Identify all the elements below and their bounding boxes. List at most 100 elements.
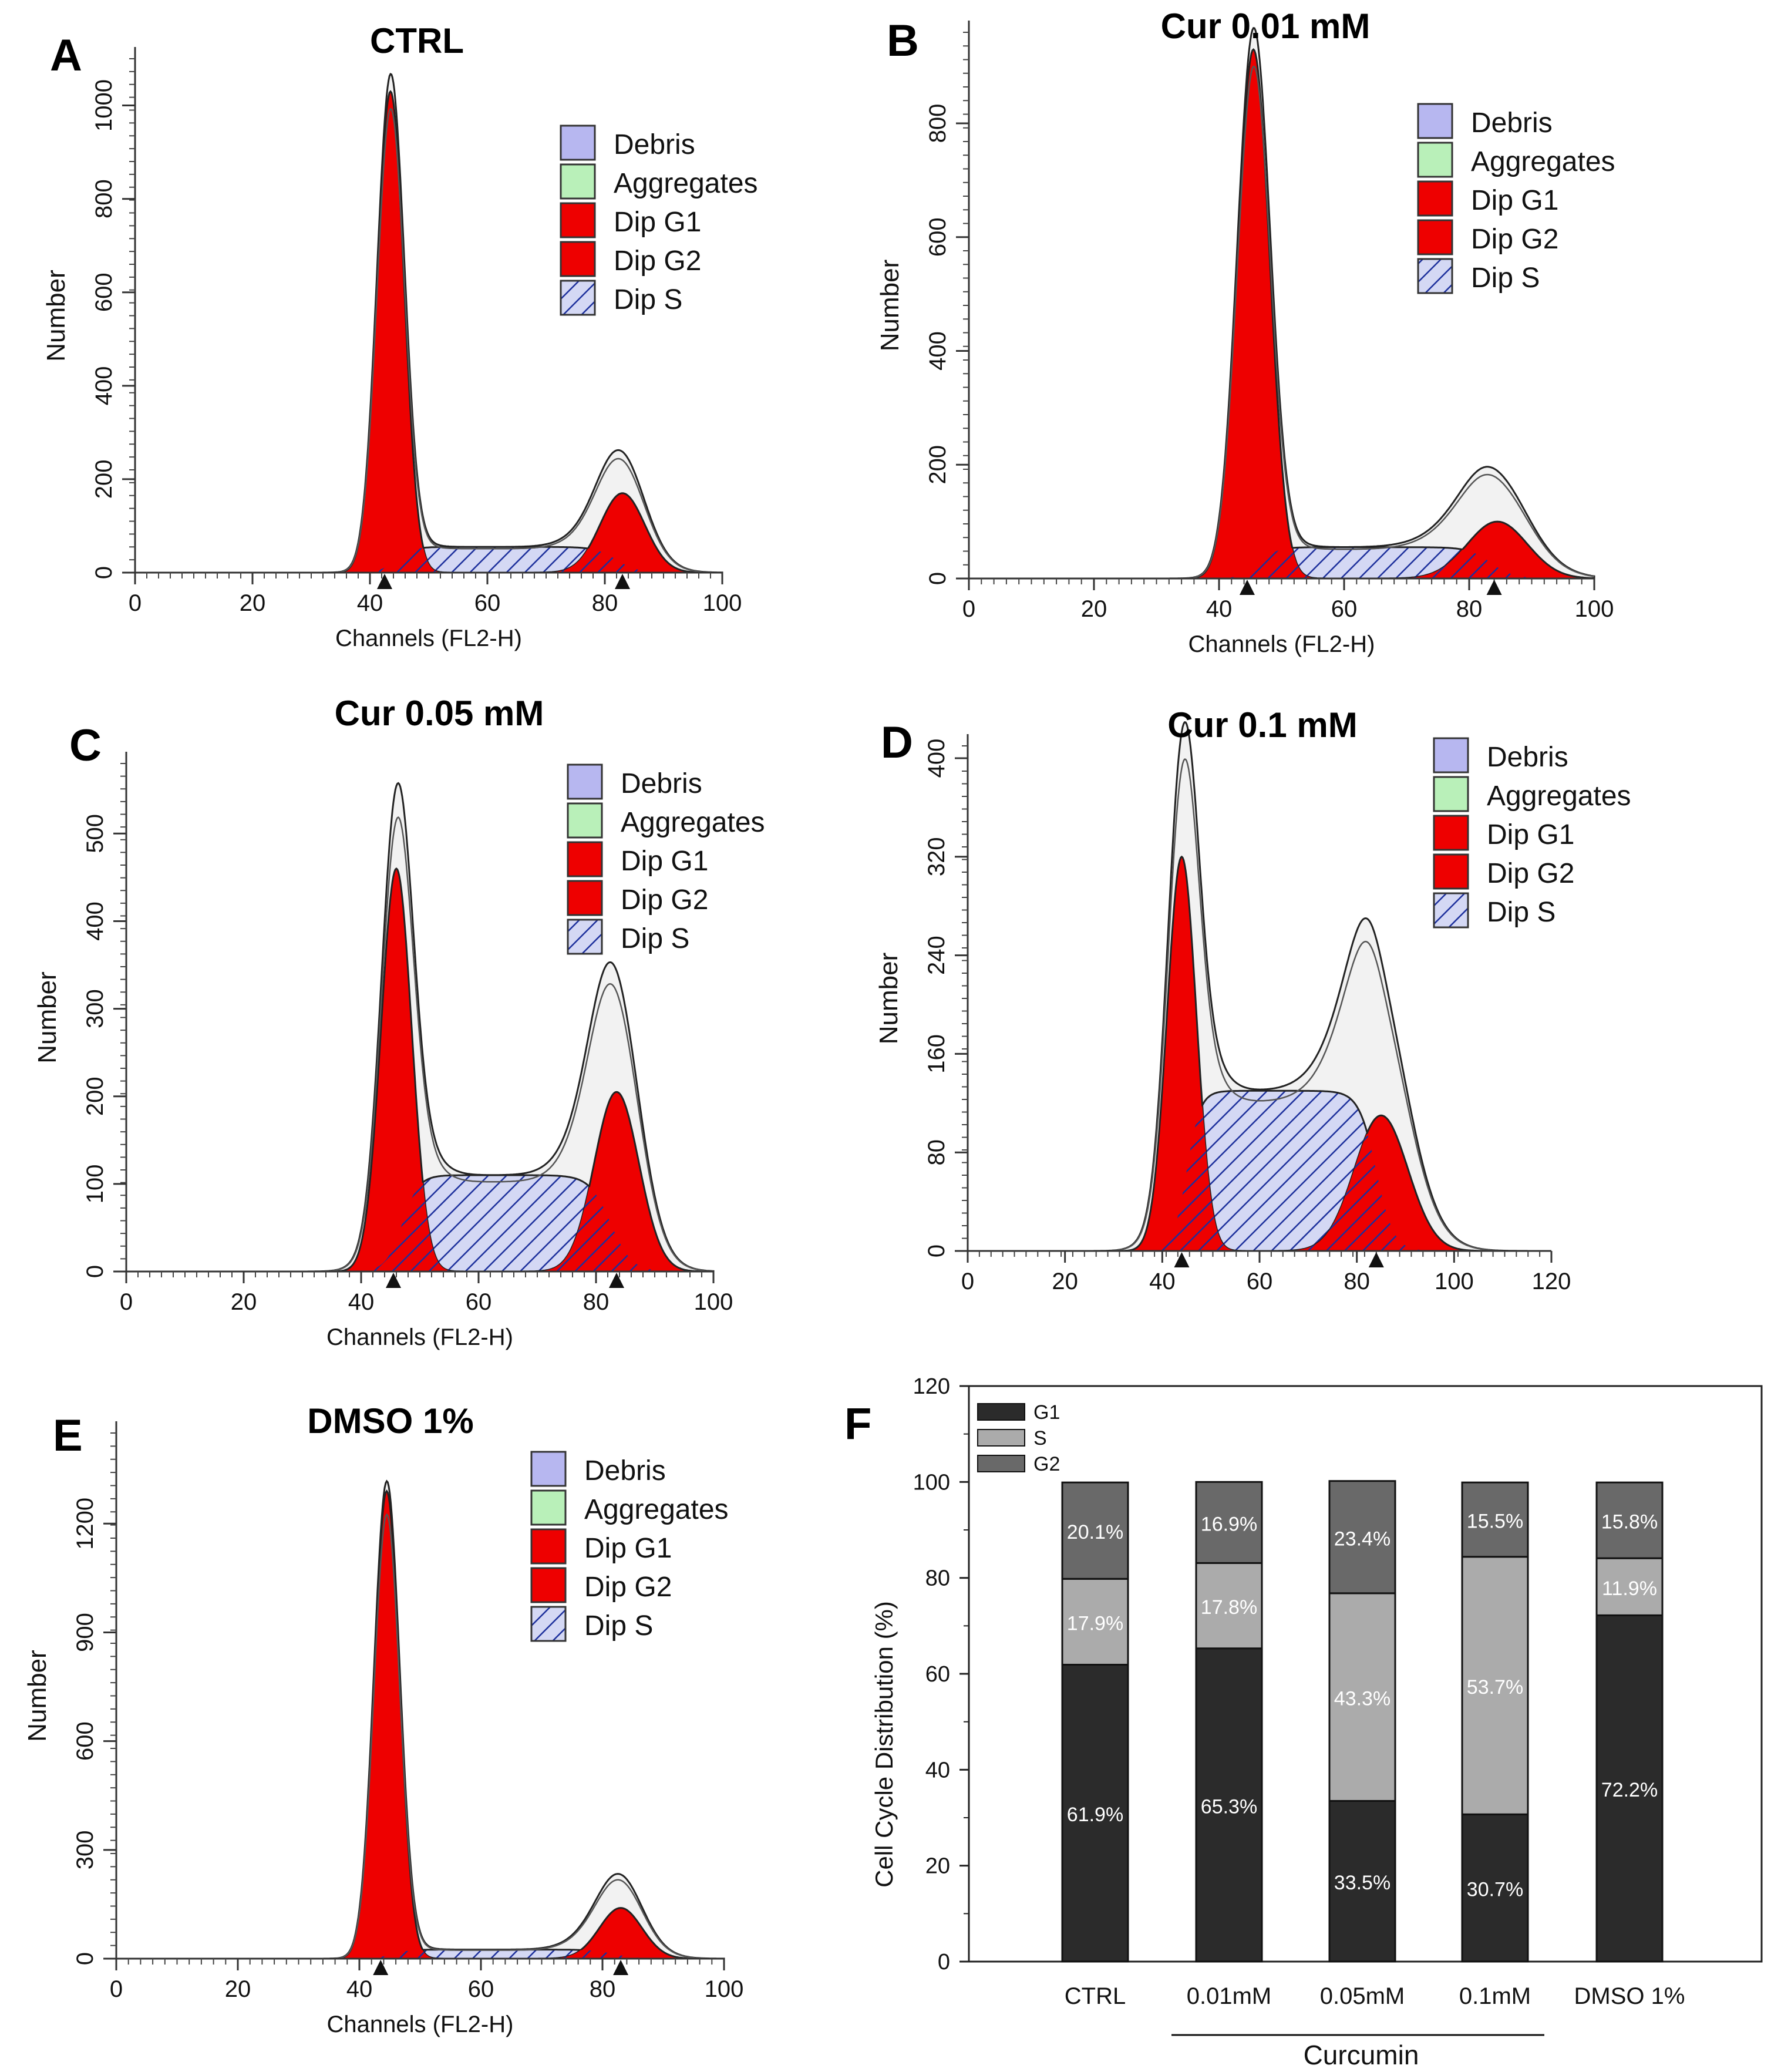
- y-tick-label: 600: [72, 1721, 98, 1761]
- bar-segment-g1: [1461, 1813, 1529, 1963]
- panel-c: 0 20 40 60 80 100 0 100 200 300 400 500 Channels (FL…: [33, 694, 765, 1350]
- y-tick-label: 0: [924, 1244, 950, 1257]
- legend-swatch-dip-s: [1417, 258, 1453, 294]
- legend-label: Debris: [1487, 742, 1568, 773]
- peak-marker: [1174, 1252, 1190, 1267]
- bar-data-label: 61.9%: [1067, 1804, 1123, 1826]
- x-tick-label: 40: [346, 1976, 373, 2002]
- y-tick-label: 0: [82, 1265, 108, 1278]
- bar-data-label: 23.4%: [1334, 1528, 1390, 1550]
- y-axis-label: Number: [876, 260, 904, 352]
- y-tick-label: 1000: [91, 79, 117, 132]
- legend-label: Dip S: [621, 923, 689, 954]
- legend-label: Debris: [584, 1455, 666, 1486]
- y-tick-label: 600: [925, 217, 951, 257]
- panel-letter: C: [69, 721, 102, 771]
- legend-label: Dip G2: [621, 884, 708, 916]
- legend-swatch-dip-g1: [1417, 180, 1453, 217]
- legend-swatch-debris: [530, 1451, 567, 1487]
- y-tick-label: 400: [82, 902, 108, 941]
- legend-label: Dip G1: [614, 207, 701, 238]
- panel-b: 0 20 40 60 80 100 0 200 400 600 800 Channels (FL2-H…: [876, 6, 1615, 657]
- legend-swatch-dip-s: [530, 1606, 567, 1642]
- bar-data-label: 43.3%: [1334, 1688, 1390, 1710]
- bar-segment-g1: [1195, 1647, 1263, 1963]
- bar-data-label: 65.3%: [1201, 1795, 1257, 1818]
- legend-swatch-debris: [1417, 103, 1453, 139]
- y-tick-label: 240: [924, 936, 950, 975]
- legend-label: Dip S: [584, 1610, 653, 1642]
- legend-swatch-dip-s: [560, 280, 596, 316]
- panel-letter: D: [881, 718, 913, 768]
- legend-label: Aggregates: [1487, 781, 1631, 812]
- x-tick-label: 100: [705, 1976, 744, 2002]
- peak-marker: [613, 1960, 629, 1975]
- y-tick-label: 0: [91, 566, 117, 579]
- peak-marker: [1486, 580, 1502, 595]
- legend-swatch-dip-g1: [530, 1528, 567, 1565]
- bar-data-label: 16.9%: [1201, 1513, 1257, 1535]
- x-tick-label: 20: [240, 590, 266, 616]
- legend-swatch-dip-s: [1433, 892, 1469, 929]
- peak-marker: [615, 574, 630, 589]
- legend-swatch-dip-g2: [1433, 853, 1469, 890]
- y-tick-label: 0: [938, 1950, 950, 1975]
- bar-segment-g1: [1595, 1614, 1664, 1963]
- x-tick-label: 0: [120, 1289, 133, 1315]
- x-axis-label: Channels (FL2-H): [327, 2012, 514, 2037]
- y-tick-label: 400: [924, 739, 950, 778]
- x-tick-label: 80: [590, 1976, 616, 2002]
- x-tick-label: 0: [110, 1976, 123, 2002]
- legend-swatch-dip-s: [567, 919, 603, 955]
- panel-title: Cur 0.05 mM: [335, 694, 544, 733]
- bar-data-label: 15.8%: [1601, 1511, 1658, 1533]
- x-tick-label: 80: [583, 1289, 610, 1315]
- x-category-label: CTRL: [1065, 1983, 1126, 2009]
- panel-title: CTRL: [370, 21, 464, 60]
- legend: Debris Aggregates Dip G1 Dip G2 Dip S: [1417, 103, 1615, 294]
- legend-swatch-debris: [1433, 737, 1469, 773]
- y-axis-label: Number: [874, 953, 903, 1045]
- legend-swatch-aggregates: [530, 1489, 567, 1526]
- y-axis-label: Number: [42, 270, 70, 362]
- legend-swatch-aggregates: [1417, 142, 1453, 178]
- peak-marker: [609, 1273, 624, 1288]
- x-category-label: 0.01mM: [1187, 1983, 1272, 2009]
- y-tick-label: 320: [924, 837, 950, 876]
- x-axis-label: Channels (FL2-H): [326, 1324, 513, 1350]
- legend: Debris Aggregates Dip G1 Dip G2 Dip S: [530, 1451, 729, 1642]
- x-axis-label: Channels (FL2-H): [335, 625, 522, 651]
- bar-segment-g1: [1061, 1663, 1129, 1963]
- legend-label: G1: [1033, 1401, 1060, 1424]
- legend-label: Dip G1: [584, 1533, 672, 1564]
- legend-swatch-dip-g2: [1417, 219, 1453, 255]
- legend-swatch-s: [977, 1429, 1025, 1447]
- x-tick-label: 20: [231, 1289, 257, 1315]
- bar-data-label: 33.5%: [1334, 1872, 1390, 1894]
- y-tick-label: 500: [82, 814, 108, 853]
- legend-swatch-dip-g2: [560, 241, 596, 277]
- legend-label: Dip G2: [1471, 224, 1558, 255]
- legend-swatch-dip-g1: [567, 841, 603, 877]
- bar-data-label: 72.2%: [1601, 1779, 1658, 1801]
- x-tick-label: 40: [1206, 596, 1233, 622]
- dip-s-overlap: [116, 1950, 724, 1959]
- y-tick-label: 800: [91, 179, 117, 218]
- x-tick-label: 40: [348, 1289, 375, 1315]
- legend-label: Dip S: [1487, 897, 1555, 928]
- x-tick-label: 60: [1331, 596, 1358, 622]
- legend: Debris Aggregates Dip G1 Dip G2 Dip S: [567, 763, 765, 955]
- x-tick-label: 60: [468, 1976, 494, 2002]
- x-tick-label: 120: [1532, 1269, 1571, 1294]
- legend-label: Debris: [614, 129, 695, 160]
- y-tick-label: 400: [925, 331, 951, 371]
- bar-data-label: 17.9%: [1067, 1612, 1123, 1634]
- bar-segment-g2: [1461, 1481, 1529, 1558]
- y-tick-label: 40: [925, 1758, 950, 1782]
- y-tick-label: 120: [913, 1374, 950, 1399]
- legend-label: Aggregates: [584, 1494, 729, 1525]
- y-axis-label: Number: [23, 1650, 52, 1742]
- legend-label: G2: [1033, 1453, 1060, 1475]
- y-tick-label: 300: [82, 989, 108, 1028]
